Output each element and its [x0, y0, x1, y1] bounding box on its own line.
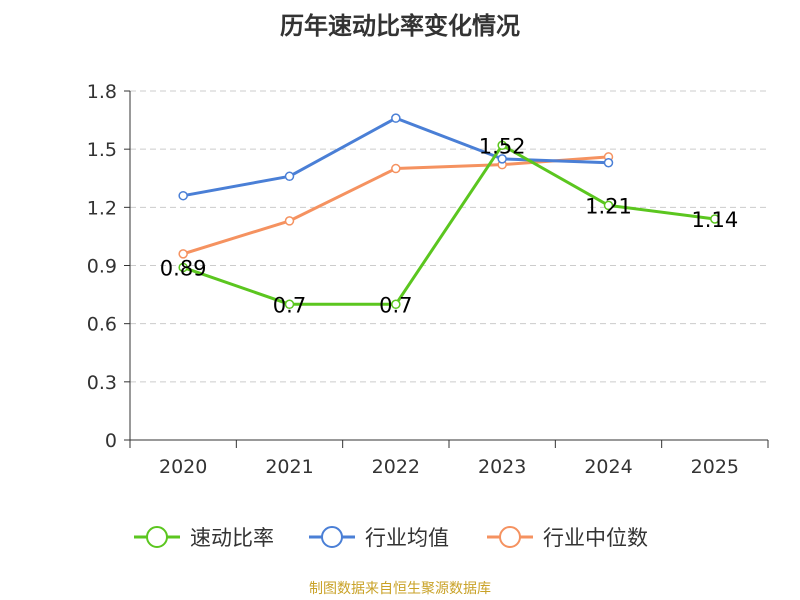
legend[interactable]: 速动比率 行业均值 行业中位数 [134, 526, 648, 550]
y-tick-label: 1.8 [87, 81, 117, 103]
data-label: 1.52 [479, 134, 526, 158]
data-point[interactable] [178, 190, 188, 201]
legend-label: 行业中位数 [543, 526, 648, 550]
legend-label: 速动比率 [190, 526, 274, 550]
data-label: 0.7 [273, 293, 306, 317]
data-label-layer: 0.89 0.7 0.7 1.52 1.21 1.14 [160, 134, 738, 317]
series-layer [178, 113, 720, 310]
y-tick-label: 0.3 [87, 372, 117, 394]
legend-item-0[interactable]: 速动比率 [134, 526, 274, 550]
legend-label: 行业均值 [365, 526, 449, 550]
y-tick-label: 0 [105, 430, 117, 452]
chart-title: 历年速动比率变化情况 [280, 12, 520, 40]
data-point[interactable] [391, 113, 401, 123]
y-tick-label: 0.9 [87, 256, 117, 278]
legend-swatch-marker [321, 526, 343, 548]
series-1 [178, 113, 614, 201]
data-point[interactable] [284, 299, 295, 310]
series-line [182, 116, 609, 198]
legend-item-2[interactable]: 行业中位数 [487, 526, 648, 550]
data-point[interactable] [710, 214, 720, 224]
y-tick-label: 1.5 [87, 139, 117, 161]
x-tick-label: 2024 [584, 456, 632, 478]
x-tick-label: 2025 [691, 456, 739, 478]
x-tick-label: 2023 [478, 456, 526, 478]
data-label: 1.21 [585, 194, 632, 218]
legend-item-1[interactable]: 行业均值 [309, 526, 449, 550]
legend-swatch-marker [146, 526, 168, 548]
y-tick-label: 0.6 [87, 314, 117, 336]
series-line [182, 143, 716, 306]
data-label: 0.89 [160, 256, 207, 280]
source-note: 制图数据来自恒生聚源数据库 [309, 581, 491, 597]
axis-layer: 0 0.3 0.6 0.9 1.2 1.5 1.8 2020 2021 2022 2023 2024 2… [87, 81, 769, 478]
data-point[interactable] [178, 249, 188, 259]
grid-layer [130, 90, 768, 383]
data-point[interactable] [497, 140, 507, 151]
data-point[interactable] [603, 157, 614, 168]
data-point[interactable] [178, 262, 188, 273]
series-2 [178, 152, 614, 259]
data-point[interactable] [391, 299, 401, 310]
data-point[interactable] [603, 200, 614, 211]
legend-swatch-marker [499, 526, 521, 548]
data-point[interactable] [284, 216, 295, 226]
data-point[interactable] [284, 171, 295, 182]
x-tick-label: 2022 [372, 456, 420, 478]
x-tick-label: 2021 [265, 456, 313, 478]
data-label: 0.7 [379, 293, 412, 317]
series-0 [178, 140, 720, 310]
data-point[interactable] [391, 163, 401, 174]
data-point[interactable] [497, 154, 507, 164]
data-label: 1.14 [691, 208, 738, 232]
y-tick-label: 1.2 [87, 197, 117, 219]
x-tick-label: 2020 [159, 456, 207, 478]
